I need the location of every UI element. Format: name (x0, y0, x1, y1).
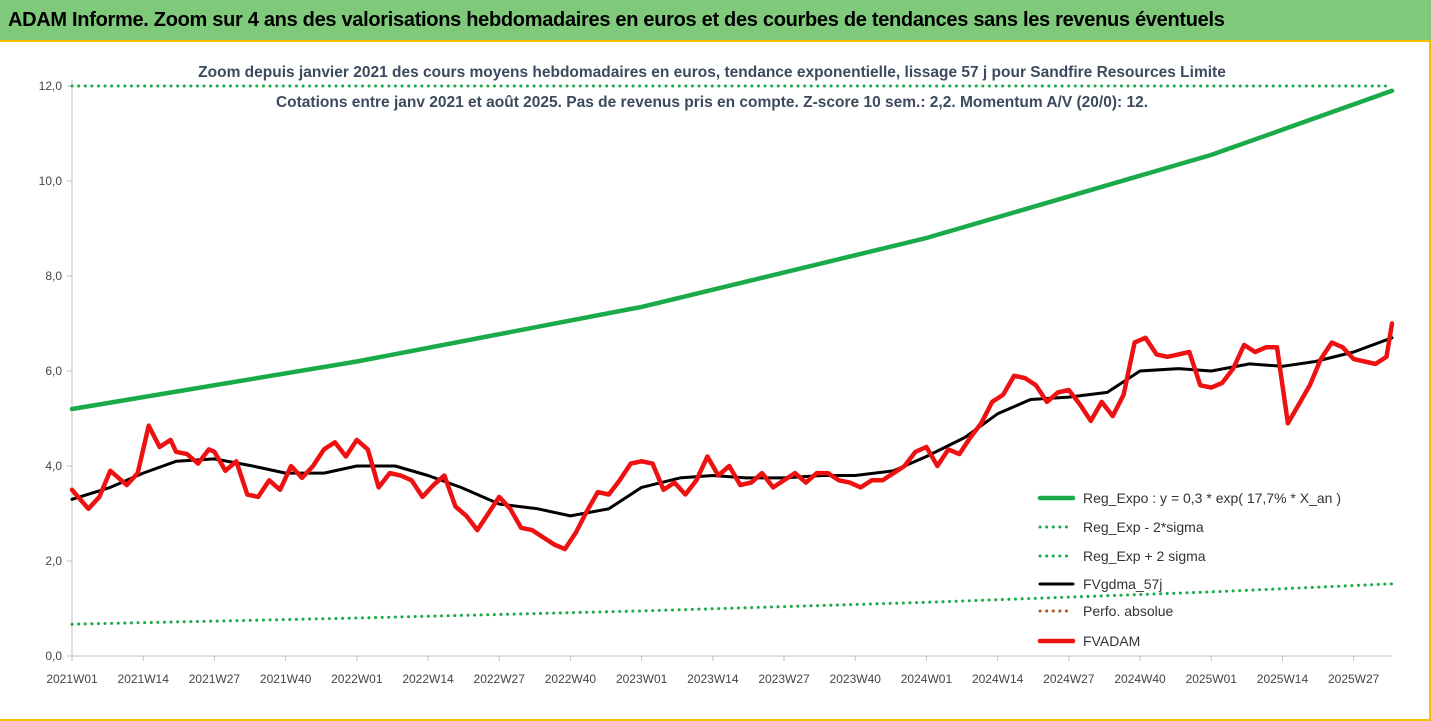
report-title-banner: ADAM Informe. Zoom sur 4 ans des valoris… (0, 0, 1431, 40)
x-tick-label: 2024W01 (901, 672, 953, 686)
x-tick-label: 2021W01 (46, 672, 98, 686)
y-tick-label: 12,0 (39, 79, 63, 93)
legend-label: Reg_Exp + 2 sigma (1083, 548, 1206, 564)
chart-frame (0, 40, 1431, 721)
x-tick-label: 2022W01 (331, 672, 383, 686)
reg-expo-line (69, 88, 1395, 412)
x-tick-label: 2025W14 (1257, 672, 1309, 686)
x-tick-label: 2024W14 (972, 672, 1024, 686)
y-tick-label: 6,0 (45, 364, 62, 378)
x-tick-label: 2023W27 (758, 672, 810, 686)
y-tick-label: 8,0 (45, 269, 62, 283)
x-tick-label: 2021W14 (118, 672, 170, 686)
x-tick-label: 2022W27 (474, 672, 526, 686)
x-tick-label: 2021W40 (260, 672, 312, 686)
legend-label: FVgdma_57j (1083, 576, 1162, 592)
fvadam-line (69, 321, 1395, 552)
legend-label: Reg_Expo : y = 0,3 * exp( 17,7% * X_an ) (1083, 490, 1341, 506)
chart-subtitle: Cotations entre janv 2021 et août 2025. … (276, 94, 1148, 111)
y-tick-label: 0,0 (45, 649, 62, 663)
x-tick-label: 2022W14 (402, 672, 454, 686)
legend-label: Reg_Exp - 2*sigma (1083, 519, 1204, 535)
x-tick-label: 2022W40 (545, 672, 597, 686)
x-tick-label: 2023W40 (830, 672, 882, 686)
reg-exp-minus-2sigma-line (70, 582, 1394, 626)
chart-title: Zoom depuis janvier 2021 des cours moyen… (198, 64, 1226, 81)
x-tick-label: 2025W27 (1328, 672, 1380, 686)
series-layer (69, 84, 1395, 626)
fvgdma-57j-line (70, 336, 1394, 518)
x-tick-label: 2023W01 (616, 672, 668, 686)
chart-legend: Reg_Expo : y = 0,3 * exp( 17,7% * X_an )… (1037, 490, 1341, 649)
x-tick-label: 2025W01 (1186, 672, 1238, 686)
y-tick-label: 2,0 (45, 554, 62, 568)
x-tick-label: 2024W27 (1043, 672, 1095, 686)
y-tick-label: 4,0 (45, 459, 62, 473)
x-tick-label: 2021W27 (189, 672, 241, 686)
x-tick-label: 2024W40 (1114, 672, 1166, 686)
axis-layer: 0,0 2,0 4,0 6,0 8,0 10,0 12,0 2021W01 2021W14 202… (39, 79, 1392, 686)
y-tick-label: 10,0 (39, 174, 63, 188)
legend-label: Perfo. absolue (1083, 603, 1173, 619)
x-tick-label: 2023W14 (687, 672, 739, 686)
legend-label: FVADAM (1083, 633, 1140, 649)
